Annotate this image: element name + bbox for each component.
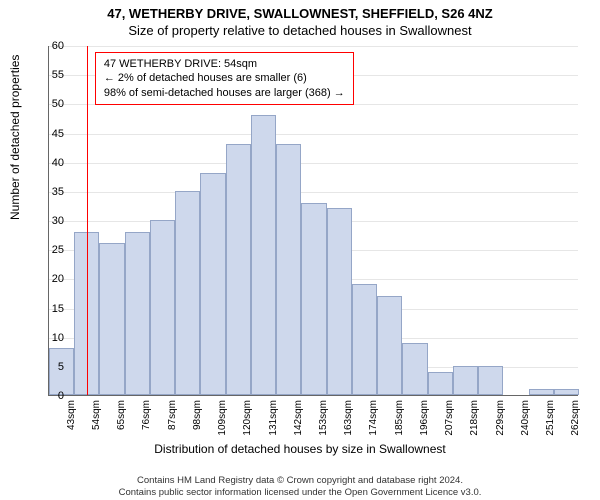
footer-line1: Contains HM Land Registry data © Crown c… [0, 475, 600, 486]
y-tick-label: 30 [36, 215, 64, 227]
x-tick-label: 240sqm [520, 400, 531, 436]
histogram-bar [125, 232, 150, 395]
y-tick-label: 40 [36, 157, 64, 169]
x-tick-label: 43sqm [66, 400, 77, 430]
y-tick-label: 0 [36, 390, 64, 402]
x-tick-label: 207sqm [444, 400, 455, 436]
y-tick-label: 5 [36, 361, 64, 373]
histogram-bar [327, 208, 352, 395]
gridline [49, 192, 578, 193]
gridline [49, 134, 578, 135]
callout-line: 98% of semi-detached houses are larger (… [104, 86, 345, 100]
chart-plot-area: 43sqm54sqm65sqm76sqm87sqm98sqm109sqm120s… [48, 46, 578, 396]
chart-title-block: 47, WETHERBY DRIVE, SWALLOWNEST, SHEFFIE… [0, 0, 600, 38]
histogram-bar [226, 144, 251, 395]
callout-box: 47 WETHERBY DRIVE: 54sqm← 2% of detached… [95, 52, 354, 105]
x-tick-label: 251sqm [545, 400, 556, 436]
histogram-bar [251, 115, 276, 395]
chart-title: 47, WETHERBY DRIVE, SWALLOWNEST, SHEFFIE… [0, 6, 600, 21]
x-axis-label: Distribution of detached houses by size … [0, 442, 600, 456]
histogram-bar [200, 173, 225, 395]
y-tick-label: 50 [36, 98, 64, 110]
x-tick-label: 185sqm [394, 400, 405, 436]
histogram-bar [428, 372, 453, 395]
histogram-bar [150, 220, 175, 395]
y-tick-label: 55 [36, 69, 64, 81]
y-tick-label: 20 [36, 273, 64, 285]
x-tick-label: 153sqm [318, 400, 329, 436]
gridline [49, 163, 578, 164]
x-tick-label: 65sqm [116, 400, 127, 430]
histogram-bar [99, 243, 124, 395]
y-tick-label: 10 [36, 332, 64, 344]
footer-line2: Contains public sector information licen… [0, 487, 600, 498]
x-tick-label: 142sqm [293, 400, 304, 436]
y-tick-label: 25 [36, 244, 64, 256]
y-tick-label: 45 [36, 128, 64, 140]
marker-line [87, 46, 88, 395]
y-tick-label: 35 [36, 186, 64, 198]
histogram-bar [377, 296, 402, 395]
x-tick-label: 196sqm [419, 400, 430, 436]
x-tick-label: 109sqm [217, 400, 228, 436]
x-tick-label: 174sqm [368, 400, 379, 436]
x-tick-label: 76sqm [141, 400, 152, 430]
callout-line: 47 WETHERBY DRIVE: 54sqm [104, 57, 345, 71]
histogram-bar [554, 389, 579, 395]
histogram-bar [276, 144, 301, 395]
y-tick-label: 15 [36, 303, 64, 315]
x-tick-label: 131sqm [268, 400, 279, 436]
histogram-bar [529, 389, 554, 395]
histogram-bar [352, 284, 377, 395]
gridline [49, 46, 578, 47]
x-tick-label: 262sqm [570, 400, 581, 436]
histogram-bar [175, 191, 200, 395]
x-tick-label: 98sqm [192, 400, 203, 430]
callout-line: ← 2% of detached houses are smaller (6) [104, 71, 345, 85]
histogram-bar [301, 203, 326, 396]
x-tick-label: 87sqm [167, 400, 178, 430]
histogram-bar [453, 366, 478, 395]
x-tick-label: 163sqm [343, 400, 354, 436]
x-tick-label: 218sqm [469, 400, 480, 436]
histogram-bar [402, 343, 427, 396]
y-tick-label: 60 [36, 40, 64, 52]
x-tick-label: 54sqm [91, 400, 102, 430]
y-axis-label: Number of detached properties [8, 55, 22, 220]
x-tick-label: 229sqm [495, 400, 506, 436]
histogram-bar [478, 366, 503, 395]
chart-subtitle: Size of property relative to detached ho… [0, 23, 600, 38]
chart-footer: Contains HM Land Registry data © Crown c… [0, 475, 600, 498]
x-tick-label: 120sqm [242, 400, 253, 436]
